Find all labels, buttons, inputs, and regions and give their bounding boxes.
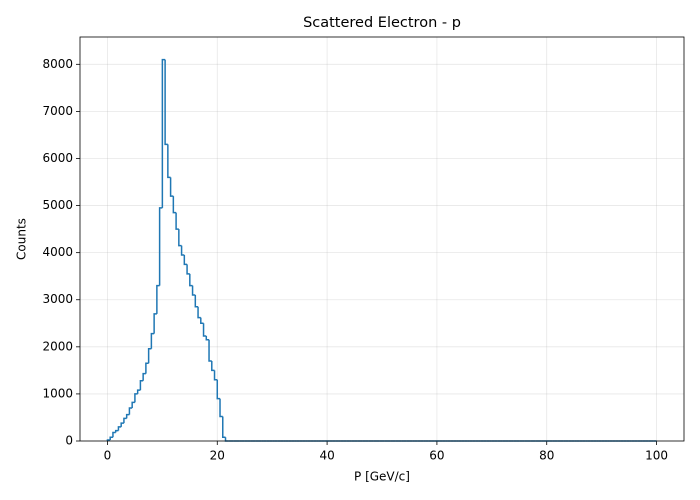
histogram-bin	[123, 417, 127, 424]
x-tick-label: 0	[104, 449, 112, 463]
y-tick-label: 7000	[42, 104, 73, 118]
histogram-bin	[205, 335, 210, 341]
histogram-bin	[189, 273, 193, 287]
y-tick-label: 0	[65, 434, 73, 448]
histogram-bin	[112, 431, 116, 438]
histogram-bin	[183, 255, 188, 266]
x-tick-label: 40	[319, 449, 334, 463]
histogram-bin	[164, 59, 168, 146]
histogram-bin	[169, 177, 174, 197]
y-tick-label: 2000	[42, 339, 73, 353]
histogram-bin	[128, 407, 133, 415]
histogram-bin	[219, 398, 223, 418]
y-tick-label: 5000	[42, 198, 73, 212]
histogram-bin	[156, 284, 160, 314]
histogram-bin	[180, 245, 185, 256]
histogram-bin	[120, 422, 124, 427]
histogram-bin	[202, 323, 207, 337]
histogram-bin	[109, 436, 113, 441]
histogram-bin	[211, 360, 215, 372]
histogram-bin	[208, 339, 212, 362]
histogram-bin	[222, 416, 226, 438]
y-tick-label: 4000	[42, 245, 73, 259]
histogram-bin	[136, 389, 141, 394]
histogram-bin	[147, 347, 152, 364]
y-axis-label: Counts	[15, 218, 29, 260]
histogram-bin	[167, 144, 171, 179]
histogram-bin	[197, 306, 201, 319]
histogram-bin	[153, 313, 157, 334]
histogram-bin	[125, 413, 130, 419]
histogram-bin	[213, 370, 218, 381]
histogram-bin	[131, 401, 135, 409]
x-axis-label: P [GeV/c]	[354, 470, 410, 484]
x-tick-label: 80	[539, 449, 554, 463]
histogram-bin	[117, 426, 122, 431]
histogram-bin	[200, 317, 204, 325]
histogram-bin	[145, 362, 149, 374]
histogram-bin	[191, 285, 196, 296]
histogram-bin	[186, 264, 190, 275]
y-tick-label: 1000	[42, 386, 73, 400]
histogram-bin	[142, 372, 146, 381]
x-tick-label: 100	[645, 449, 668, 463]
histogram-bin	[216, 379, 221, 400]
histogram-bin	[158, 207, 163, 286]
y-tick-label: 8000	[42, 57, 73, 71]
chart-title: Scattered Electron - p	[303, 15, 461, 31]
histogram-bin	[114, 429, 119, 433]
y-tick-label: 6000	[42, 151, 73, 165]
x-tick-label: 20	[210, 449, 225, 463]
histogram-bin	[161, 58, 166, 208]
plot-frame	[79, 36, 685, 442]
histogram-bin	[150, 332, 155, 349]
histogram-bin	[194, 295, 199, 308]
histogram-bin	[139, 379, 144, 391]
y-tick-label: 3000	[42, 292, 73, 306]
histogram-bin	[178, 229, 182, 247]
x-tick-label: 60	[429, 449, 444, 463]
histogram-bin	[134, 393, 138, 403]
histogram-bin	[175, 212, 179, 230]
histogram-bin	[172, 196, 177, 214]
